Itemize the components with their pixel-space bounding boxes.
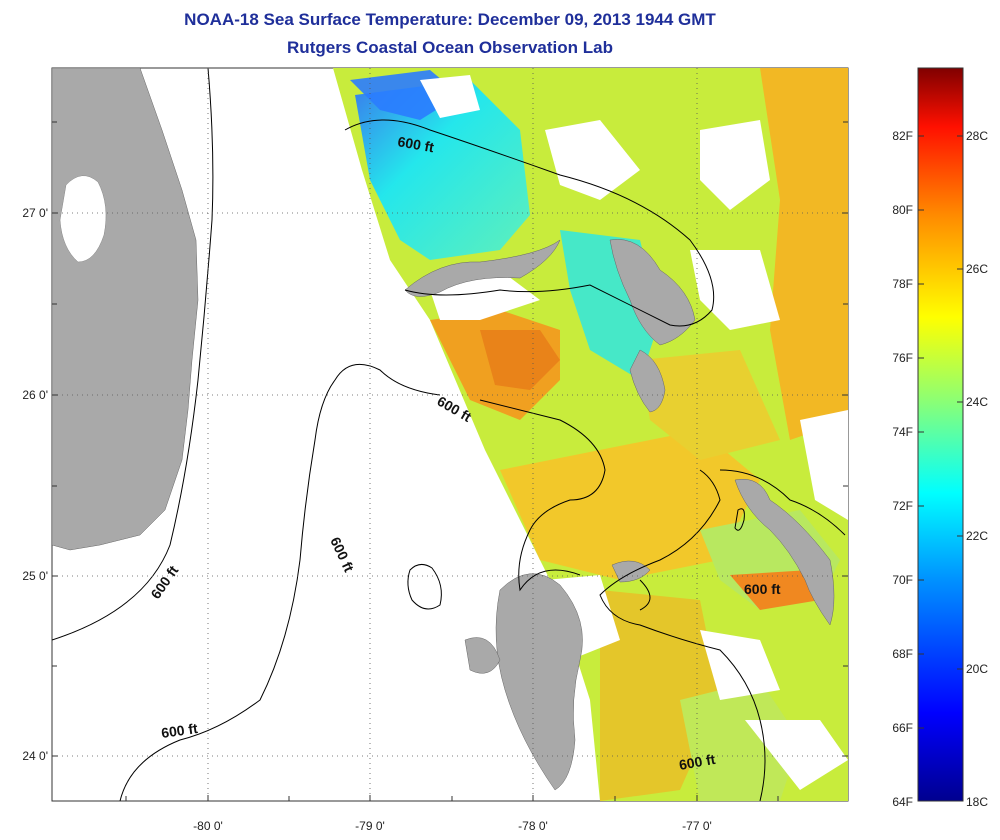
colorbar-c-label: 22C: [966, 529, 988, 543]
contour-label: 600 ft: [160, 720, 199, 741]
lon-tick-label: -78 0': [518, 819, 548, 833]
lat-tick-label: 26 0': [22, 388, 48, 402]
colorbar-f-ticks: [918, 135, 963, 729]
colorbar-f-label: 68F: [892, 647, 913, 661]
colorbar-f-label: 64F: [892, 795, 913, 809]
contour-600ft: [52, 68, 846, 801]
colorbar-f-label: 70F: [892, 573, 913, 587]
contour-label: 600 ft: [396, 133, 435, 155]
colorbar: [917, 67, 964, 802]
frame-ticks: [52, 121, 848, 801]
lon-tick-label: -77 0': [682, 819, 712, 833]
colorbar-c-label: 18C: [966, 795, 988, 809]
colorbar-f-label: 82F: [892, 129, 913, 143]
colorbar-f-label: 76F: [892, 351, 913, 365]
colorbar-f-label: 74F: [892, 425, 913, 439]
lat-tick-label: 25 0': [22, 569, 48, 583]
map-subtitle: Rutgers Coastal Ocean Observation Lab: [287, 38, 613, 57]
colorbar-c-label: 24C: [966, 395, 988, 409]
lon-tick-label: -79 0': [355, 819, 385, 833]
colorbar-f-label: 72F: [892, 499, 913, 513]
colorbar-f-label: 78F: [892, 277, 913, 291]
lat-tick-label: 27 0': [22, 206, 48, 220]
colorbar-c-label: 28C: [966, 129, 988, 143]
contour-label: 600 ft: [678, 751, 717, 773]
colorbar-c-label: 20C: [966, 662, 988, 676]
colorbar-f-label: 80F: [892, 203, 913, 217]
lon-tick-label: -80 0': [193, 819, 223, 833]
land-masses: [52, 68, 835, 791]
map-graticule: [52, 68, 848, 801]
colorbar-f-label: 66F: [892, 721, 913, 735]
map-title: NOAA-18 Sea Surface Temperature: Decembe…: [184, 10, 716, 29]
colorbar-c-label: 26C: [966, 262, 988, 276]
contour-label: 600 ft: [744, 581, 781, 597]
lat-tick-label: 24 0': [22, 749, 48, 763]
